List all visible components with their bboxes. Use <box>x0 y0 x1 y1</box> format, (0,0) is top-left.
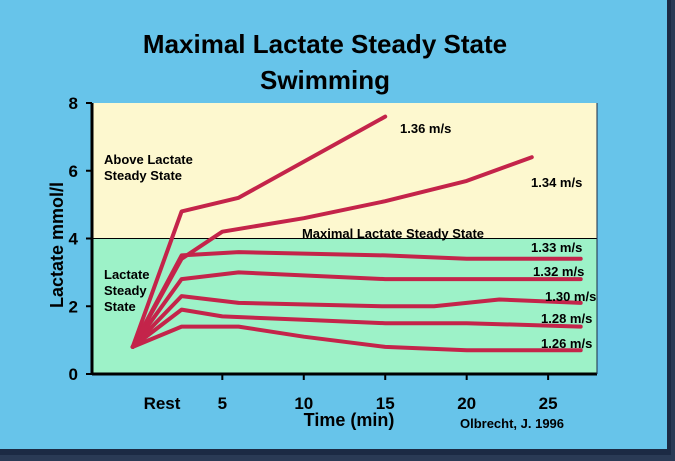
x-tick-label-2: 10 <box>294 394 313 413</box>
y-tick-label-0: 0 <box>69 365 78 384</box>
series-label-0: 1.36 m/s <box>400 121 451 136</box>
x-tick-label-0: Rest <box>144 394 181 413</box>
y-tick-label-3: 6 <box>69 162 78 181</box>
series-label-3: 1.32 m/s <box>533 264 584 279</box>
x-tick-label-5: 25 <box>539 394 558 413</box>
chart-subtitle: Swimming <box>260 65 390 95</box>
series-line-6 <box>130 324 583 353</box>
series-line-2 <box>130 250 583 349</box>
y-tick-label-4: 8 <box>69 94 78 113</box>
series-line-5 <box>130 307 583 349</box>
y-axis-title: Lactate mmol/l <box>47 182 67 308</box>
source-credit: Olbrecht, J. 1996 <box>460 416 564 431</box>
x-tick-label-3: 15 <box>376 394 395 413</box>
region-label-1: Lactate Steady State <box>104 267 150 314</box>
x-axis-title: Time (min) <box>304 410 395 430</box>
y-tick-label-2: 4 <box>69 230 79 249</box>
threshold-label: Maximal Lactate Steady State <box>302 226 484 241</box>
series-line-4 <box>130 294 583 349</box>
y-tick-label-1: 2 <box>69 297 78 316</box>
series-label-6: 1.26 m/s <box>541 336 592 351</box>
x-tick-label-1: 5 <box>218 394 227 413</box>
series-label-1: 1.34 m/s <box>531 175 582 190</box>
series-line-3 <box>130 270 583 349</box>
series-label-5: 1.28 m/s <box>541 311 592 326</box>
region-label-0: Above Lactate Steady State <box>104 152 193 183</box>
chart-title: Maximal Lactate Steady State <box>143 29 507 59</box>
series-label-4: 1.30 m/s <box>545 289 596 304</box>
x-tick-label-4: 20 <box>457 394 476 413</box>
region-0 <box>92 103 597 239</box>
series-line-0 <box>130 114 388 349</box>
series-label-2: 1.33 m/s <box>531 240 582 255</box>
